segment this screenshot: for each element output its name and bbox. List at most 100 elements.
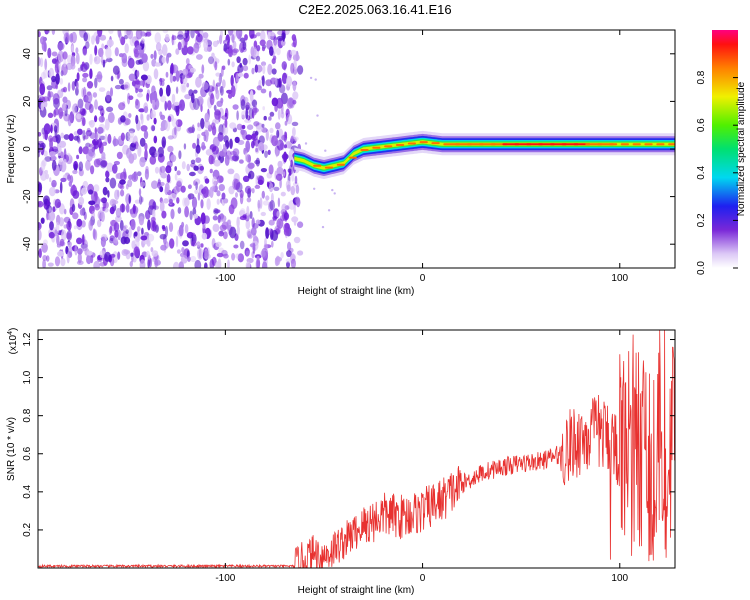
frequency-ridge — [294, 130, 675, 179]
noise-speck — [210, 93, 214, 99]
noise-speck — [296, 197, 301, 208]
noise-speck — [82, 117, 86, 127]
noise-speck — [161, 56, 166, 64]
noise-speck — [177, 41, 182, 51]
noise-speck — [122, 225, 127, 233]
noise-speck — [154, 32, 162, 44]
noise-speck — [58, 140, 67, 148]
noise-speck — [94, 56, 97, 62]
noise-speck — [115, 215, 122, 223]
noise-speck — [151, 250, 159, 257]
x-axis-top: -100 0 100 — [215, 30, 629, 284]
noise-speck — [40, 160, 46, 171]
noise-speck — [71, 81, 76, 91]
noise-speck — [83, 32, 88, 42]
noise-speck — [216, 100, 223, 108]
noise-speck — [246, 205, 250, 216]
noise-speck — [140, 74, 148, 81]
noise-speck — [197, 122, 200, 128]
x-tick-label: 100 — [611, 573, 628, 584]
noise-speck — [154, 62, 161, 67]
noise-speck — [70, 63, 76, 70]
noise-speck — [110, 219, 118, 227]
noise-speck — [123, 84, 129, 89]
noise-speck — [251, 67, 255, 75]
noise-speck — [146, 240, 151, 247]
noise-speck — [277, 108, 282, 119]
noise-speck — [56, 234, 60, 246]
noise-speck — [107, 133, 112, 144]
noise-speck — [304, 142, 308, 145]
noise-speck — [49, 177, 52, 183]
colorbar-ticks: 0.0 0.2 0.4 0.6 0.8 — [696, 70, 738, 275]
noise-speck — [280, 111, 285, 119]
noise-speck — [46, 204, 52, 214]
noise-speck — [73, 225, 77, 230]
noise-speck — [242, 65, 249, 72]
noise-speck — [290, 135, 294, 144]
noise-speck — [297, 221, 304, 228]
y-tick-label: 0.6 — [22, 446, 33, 460]
noise-speck — [133, 48, 140, 58]
noise-speck — [189, 171, 196, 177]
noise-speck — [197, 247, 204, 260]
noise-speck — [212, 215, 218, 221]
noise-speck — [49, 221, 54, 231]
noise-speck — [59, 181, 63, 194]
noise-speck — [251, 133, 258, 141]
noise-speck — [218, 184, 225, 192]
noise-speck — [218, 230, 224, 237]
noise-speck — [245, 250, 250, 257]
noise-speck — [271, 97, 279, 107]
noise-speck — [230, 74, 234, 87]
noise-speck — [262, 106, 266, 111]
noise-speck — [285, 112, 289, 122]
noise-speck — [102, 186, 108, 196]
noise-speck — [67, 174, 71, 182]
noise-speck — [211, 146, 220, 155]
noise-speck — [232, 178, 239, 190]
colorbar-tick-label: 0.4 — [696, 165, 707, 179]
noise-speck — [81, 108, 87, 117]
noise-speck — [116, 151, 123, 160]
noise-speck — [204, 120, 211, 129]
noise-speck — [115, 207, 122, 218]
x-tick-label: -100 — [215, 573, 235, 584]
noise-speck — [83, 135, 89, 140]
noise-speck — [172, 75, 177, 82]
noise-speck — [267, 149, 271, 155]
noise-speck — [255, 258, 260, 268]
noise-speck — [118, 31, 123, 42]
noise-speck — [192, 142, 197, 149]
noise-speck — [259, 197, 263, 210]
noise-speck — [186, 163, 190, 172]
noise-speck — [94, 115, 98, 123]
noise-speck — [216, 252, 224, 258]
noise-speck — [291, 42, 296, 48]
noise-speck — [188, 126, 196, 133]
noise-speck — [57, 50, 64, 63]
noise-speck — [223, 198, 229, 204]
noise-speck — [60, 132, 64, 139]
noise-speck — [139, 137, 146, 147]
y-axis-label-bottom: SNR (10 * v/v) — [6, 417, 17, 481]
noise-speck — [255, 32, 261, 37]
noise-speck — [141, 38, 145, 44]
noise-speck — [262, 200, 270, 206]
noise-speck — [112, 138, 119, 147]
noise-speck — [182, 68, 189, 76]
noise-speck — [181, 38, 185, 49]
noise-speck — [47, 47, 52, 59]
noise-speck — [239, 42, 245, 53]
noise-speck — [49, 137, 53, 150]
noise-speck — [88, 120, 93, 126]
noise-speck — [62, 86, 68, 93]
noise-speck — [100, 236, 106, 248]
noise-speck — [97, 138, 102, 149]
colorbar-tick-label: 0.6 — [696, 118, 707, 132]
noise-speck — [280, 39, 286, 47]
noise-speck — [161, 225, 166, 230]
noise-speck — [166, 160, 173, 168]
noise-speck — [154, 166, 160, 174]
noise-speck — [114, 47, 119, 57]
